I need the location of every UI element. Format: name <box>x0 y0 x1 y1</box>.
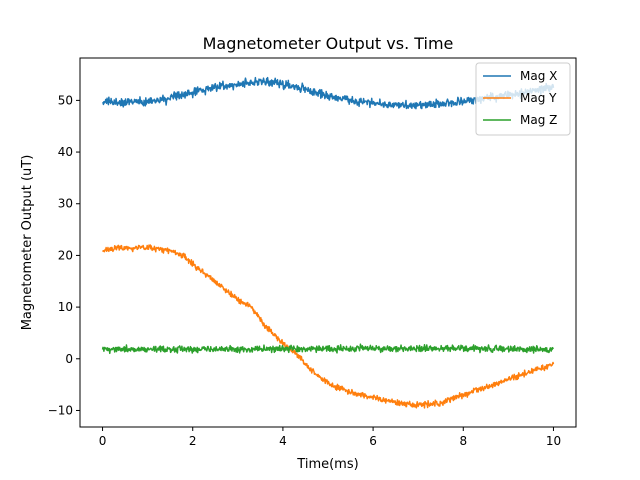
y-tick-label: 10 <box>58 300 73 314</box>
y-tick-label: −10 <box>48 403 73 417</box>
plot-frame <box>79 57 577 428</box>
x-tick-label: 6 <box>369 434 377 448</box>
series-line-mag-y <box>101 244 555 409</box>
chart-title: Magnetometer Output vs. Time <box>203 34 454 53</box>
y-axis-label: Magnetometer Output (uT) <box>20 155 35 331</box>
legend-label-mag-y: Mag Y <box>520 91 557 105</box>
y-tick-label: 40 <box>58 145 73 159</box>
x-tick-label: 2 <box>189 434 197 448</box>
y-axis-ticks: −10 0 10 20 30 40 50 <box>48 93 80 417</box>
x-tick-label: 10 <box>546 434 561 448</box>
x-axis-label: Time(ms) <box>296 457 358 472</box>
x-tick-label: 8 <box>459 434 467 448</box>
legend: Mag X Mag Y Mag Z <box>475 62 571 136</box>
x-axis-ticks: 0 2 4 6 8 10 <box>99 427 561 448</box>
series-line-mag-z <box>101 343 555 355</box>
legend-box <box>475 62 571 136</box>
x-tick-label: 4 <box>279 434 287 448</box>
y-tick-label: 30 <box>58 197 73 211</box>
legend-label-mag-x: Mag X <box>520 69 557 83</box>
x-tick-label: 0 <box>99 434 107 448</box>
legend-label-mag-z: Mag Z <box>520 113 557 127</box>
y-tick-label: 20 <box>58 248 73 262</box>
y-tick-label: 0 <box>65 352 73 366</box>
y-tick-label: 50 <box>58 93 73 107</box>
